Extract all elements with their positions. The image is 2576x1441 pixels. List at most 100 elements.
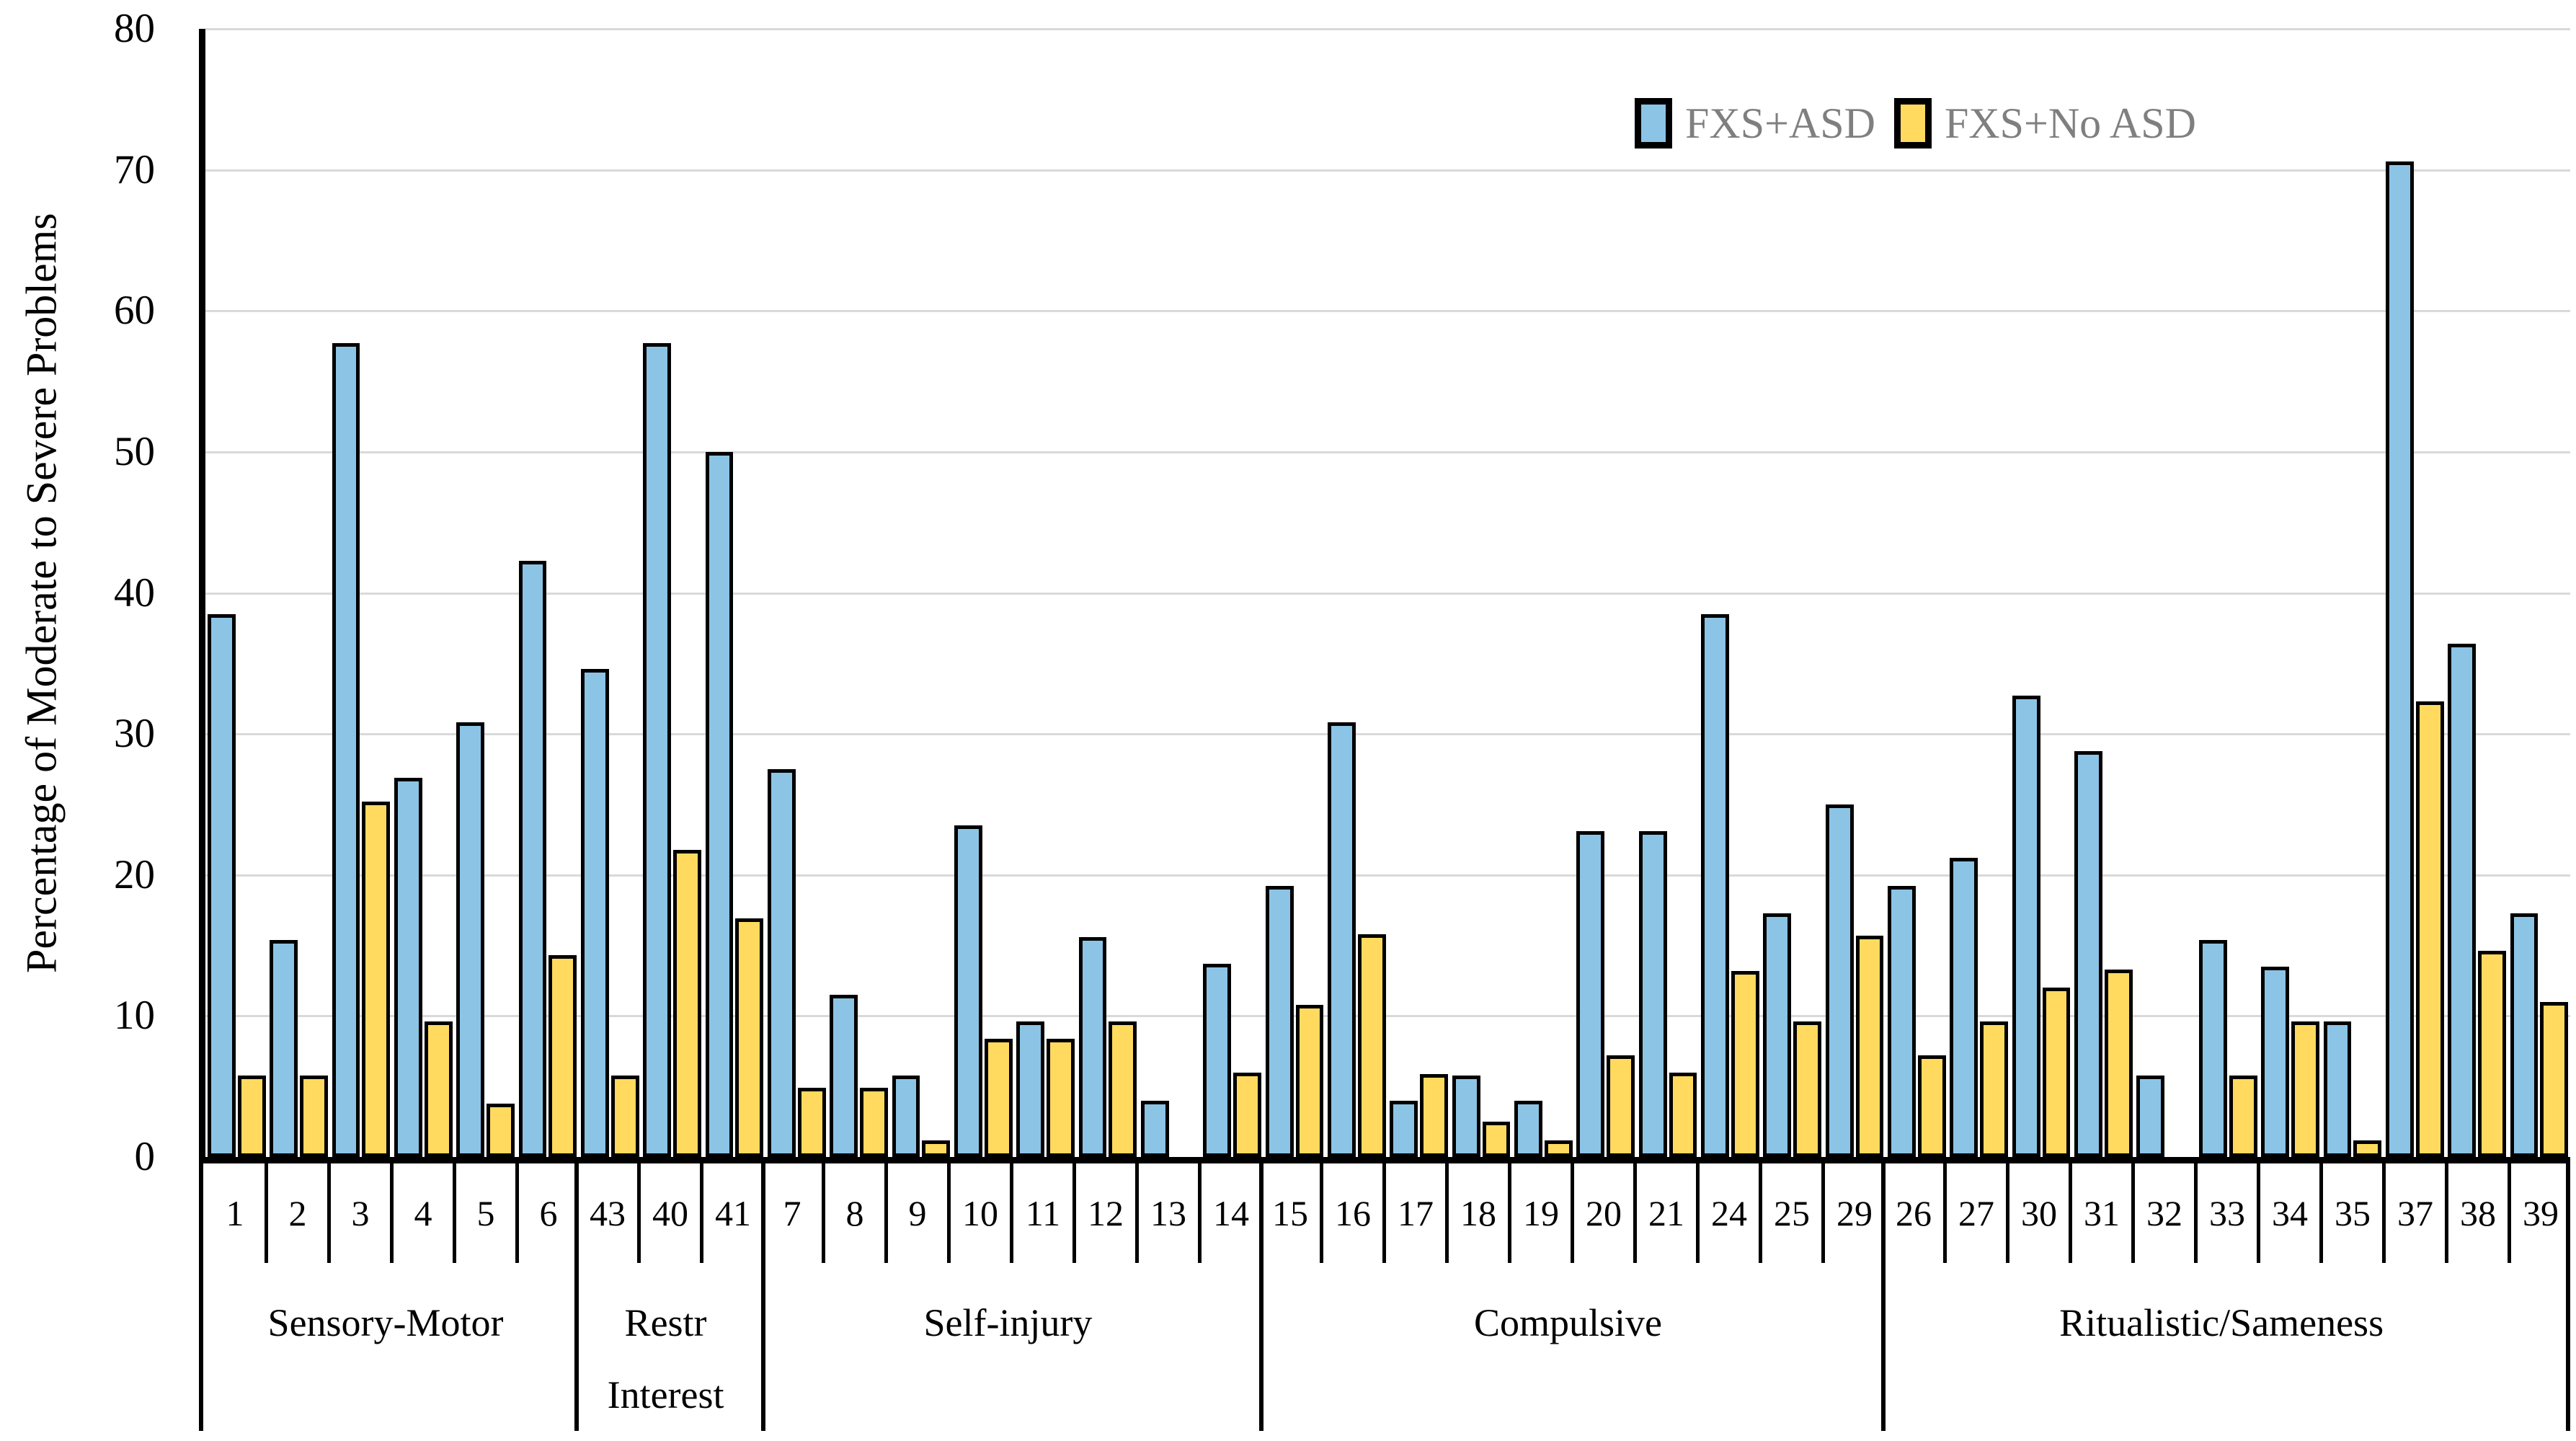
y-tick-label: 0 xyxy=(134,1134,156,1179)
item-33-bars xyxy=(2197,29,2259,1157)
bar-fxs-no-asd xyxy=(2104,970,2133,1157)
legend-entry-fxs_no_asd: FXS+No ASD xyxy=(1893,98,2196,148)
gridline xyxy=(205,169,2570,172)
bar-fxs-no-asd xyxy=(548,955,577,1157)
item-24-bars xyxy=(1699,29,1761,1157)
bar-fxs-no-asd xyxy=(735,918,764,1157)
gridline xyxy=(205,874,2570,877)
item-6-bars xyxy=(517,29,579,1157)
gridline xyxy=(205,451,2570,453)
item-label-19: 19 xyxy=(1511,1163,1574,1263)
item-label-11: 11 xyxy=(1013,1163,1076,1263)
bar-fxs-asd xyxy=(2261,967,2290,1157)
bar-fxs-no-asd xyxy=(1669,1073,1697,1157)
item-label-25: 25 xyxy=(1762,1163,1825,1263)
item-12-bars xyxy=(1077,29,1139,1157)
bar-fxs-asd xyxy=(1638,831,1667,1157)
group-boundary-line xyxy=(761,1157,766,1431)
bar-fxs-asd xyxy=(2136,1076,2165,1157)
gridline xyxy=(205,733,2570,736)
bar-fxs-asd xyxy=(270,940,298,1157)
item-label-6: 6 xyxy=(539,1193,558,1233)
item-label-43: 43 xyxy=(578,1163,641,1263)
group-label-line: Self-injury xyxy=(923,1301,1093,1344)
item-18-bars xyxy=(1450,29,1512,1157)
group-boundary-line xyxy=(199,1157,203,1431)
item-11-bars xyxy=(1014,29,1076,1157)
bar-fxs-asd xyxy=(1825,804,1854,1157)
bar-fxs-no-asd xyxy=(797,1088,826,1157)
bar-fxs-no-asd xyxy=(1607,1055,1635,1157)
bar-fxs-no-asd xyxy=(2229,1076,2257,1157)
bar-fxs-asd xyxy=(2448,644,2477,1157)
bar-fxs-no-asd xyxy=(1793,1021,1822,1157)
item-label-12: 12 xyxy=(1076,1163,1139,1263)
bar-fxs-asd xyxy=(2323,1021,2352,1157)
bar-fxs-no-asd xyxy=(1420,1074,1449,1157)
item-15-bars xyxy=(1263,29,1325,1157)
bar-fxs-no-asd xyxy=(1233,1073,1262,1157)
x-axis-group-labels: Sensory-Motor Restr Interest Self-injury Com… xyxy=(0,1287,2576,1438)
item-43-bars xyxy=(579,29,641,1157)
gridline xyxy=(205,1015,2570,1018)
bar-fxs-asd xyxy=(1016,1021,1045,1157)
group-label-3: Compulsive xyxy=(1257,1287,1879,1359)
bar-fxs-no-asd xyxy=(1980,1021,2009,1157)
bar-fxs-asd xyxy=(2198,940,2227,1157)
item-16-bars xyxy=(1325,29,1387,1157)
item-label-5: 5 xyxy=(456,1163,519,1263)
group-label-line: Sensory-Motor xyxy=(267,1301,504,1344)
item-29-bars xyxy=(1824,29,1886,1157)
bar-fxs-asd xyxy=(1265,886,1294,1157)
item-label-27: 27 xyxy=(1947,1163,2009,1263)
bar-fxs-asd xyxy=(767,769,796,1157)
item-30-bars xyxy=(2010,29,2072,1157)
group-boundary-line xyxy=(2566,1157,2570,1431)
item-label-3: 3 xyxy=(331,1163,394,1263)
bar-fxs-asd xyxy=(1701,614,1729,1157)
bar-fxs-no-asd xyxy=(1855,936,1884,1157)
item-5-bars xyxy=(454,29,516,1157)
item-7-bars xyxy=(765,29,827,1157)
bar-fxs-asd xyxy=(332,343,360,1157)
item-1-bars xyxy=(205,29,267,1157)
gridline xyxy=(205,592,2570,595)
item-label-29: 29 xyxy=(1836,1193,1873,1233)
bar-fxs-no-asd xyxy=(1047,1039,1075,1157)
y-tick-label: 50 xyxy=(114,428,155,474)
item-39-bars xyxy=(2508,29,2570,1157)
bar-fxs-asd xyxy=(2385,161,2414,1157)
item-25-bars xyxy=(1762,29,1824,1157)
item-label-40: 40 xyxy=(641,1163,703,1263)
group-label-line: Ritualistic/Sameness xyxy=(2059,1301,2384,1344)
bar-fxs-asd xyxy=(954,825,982,1157)
group-label-line: Compulsive xyxy=(1474,1301,1663,1344)
item-41-bars xyxy=(703,29,765,1157)
bar-fxs-asd xyxy=(643,343,672,1157)
item-32-bars xyxy=(2135,29,2197,1157)
group-label-line: Restr xyxy=(624,1301,707,1344)
item-26-bars xyxy=(1886,29,1947,1157)
bar-fxs-asd xyxy=(1390,1101,1418,1157)
bar-fxs-no-asd xyxy=(2415,701,2444,1157)
item-label-21: 21 xyxy=(1637,1163,1700,1263)
item-4-bars xyxy=(392,29,454,1157)
y-tick-label: 80 xyxy=(114,6,155,51)
bar-fxs-no-asd xyxy=(1357,934,1386,1157)
item-label-9: 9 xyxy=(888,1163,951,1263)
item-label-20: 20 xyxy=(1574,1163,1637,1263)
item-label-38: 38 xyxy=(2448,1163,2511,1263)
item-31-bars xyxy=(2072,29,2134,1157)
group-label-1: Restr Interest xyxy=(572,1287,759,1431)
y-tick-label: 70 xyxy=(114,146,155,192)
y-tick-label: 10 xyxy=(114,993,155,1039)
item-13-bars xyxy=(1139,29,1201,1157)
gridline xyxy=(205,28,2570,30)
x-axis-item-labels: 1 2 3 4 5 6 43 40 41 7 8 9 10 11 12 13 14 15 16 17 18 19 20 21 2… xyxy=(205,1163,2570,1263)
y-tick-label: 60 xyxy=(114,288,155,334)
group-label-2: Self-injury xyxy=(759,1287,1257,1359)
item-19-bars xyxy=(1512,29,1574,1157)
bar-fxs-no-asd xyxy=(362,802,391,1157)
bar-fxs-no-asd xyxy=(2353,1140,2382,1157)
bar-fxs-asd xyxy=(705,452,734,1157)
